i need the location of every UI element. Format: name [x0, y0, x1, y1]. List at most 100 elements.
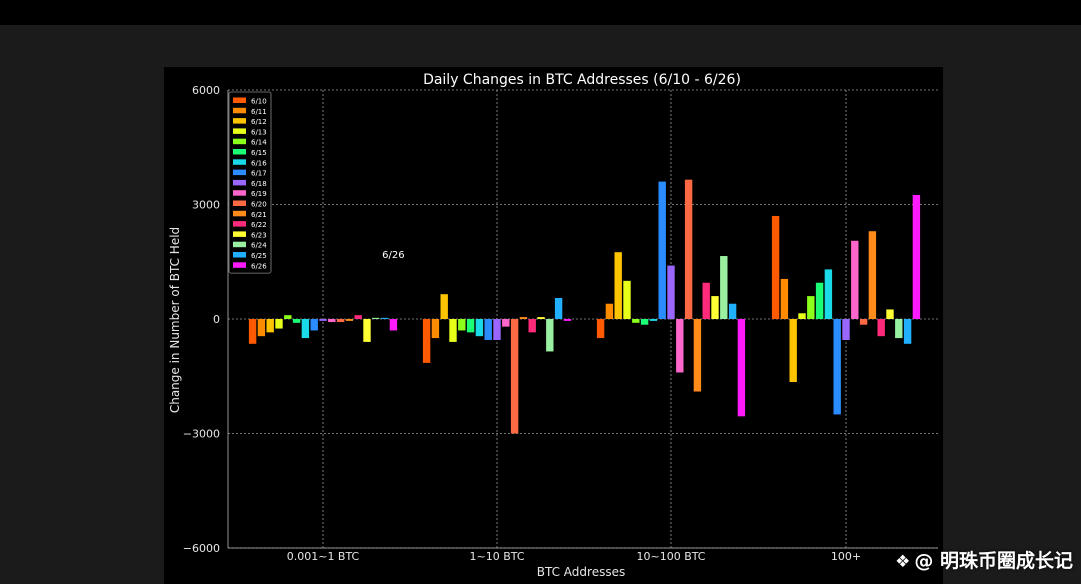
legend-swatch [233, 118, 246, 124]
watermark-text: @ 明珠币圈成长记 [914, 550, 1073, 572]
legend-swatch [233, 97, 246, 103]
bar-6-10-cat1 [422, 319, 431, 363]
bar-6-12-cat0 [266, 319, 274, 333]
legend-swatch [233, 231, 246, 237]
bar-6-14-cat0 [284, 315, 292, 319]
x-tick-label: 0.001~1 BTC [287, 550, 360, 563]
bar-6-25-cat2 [728, 303, 737, 319]
legend-label: 6/25 [251, 252, 267, 260]
bar-6-26-cat2 [737, 319, 746, 417]
bar-6-24-cat2 [720, 256, 728, 319]
legend-label: 6/10 [251, 98, 267, 106]
legend-label: 6/14 [251, 139, 267, 147]
bar-6-15-cat3 [815, 282, 824, 319]
x-tick-label: 10~100 BTC [636, 550, 705, 563]
bar-6-21-cat1 [519, 317, 528, 319]
legend-label: 6/20 [251, 201, 267, 209]
legend-label: 6/15 [251, 149, 267, 157]
bar-6-11-cat1 [431, 319, 440, 339]
bar-6-12-cat3 [789, 319, 797, 382]
bar-6-13-cat3 [798, 313, 806, 319]
bar-6-19-cat2 [676, 319, 684, 373]
bar-6-26-cat3 [912, 194, 921, 319]
bar-6-17-cat0 [310, 319, 318, 331]
legend-label: 6/23 [251, 231, 267, 239]
legend-swatch [233, 252, 246, 258]
bar-6-12-cat2 [614, 252, 622, 319]
bar-6-10-cat2 [596, 319, 605, 339]
bar-6-10-cat3 [771, 215, 780, 319]
bar-6-11-cat2 [605, 303, 614, 319]
bar-6-23-cat2 [711, 296, 719, 319]
x-tick-label: 100+ [831, 550, 861, 563]
bar-6-15-cat1 [466, 319, 475, 333]
legend-label: 6/21 [251, 211, 267, 219]
bar-6-13-cat1 [449, 319, 457, 342]
bar-6-17-cat3 [833, 319, 841, 415]
bar-6-14-cat1 [458, 319, 466, 331]
bars [248, 179, 921, 434]
legend-swatch [233, 149, 246, 155]
bar-6-21-cat3 [868, 231, 877, 319]
bar-6-26-cat0 [389, 319, 398, 331]
bar-6-19-cat3 [851, 240, 859, 319]
legend-swatch [233, 179, 246, 186]
x-axis-label: BTC Addresses [537, 565, 625, 579]
bar-6-26-cat1 [563, 319, 572, 321]
legend-label: 6/17 [251, 170, 267, 178]
bar-6-24-cat1 [546, 319, 554, 352]
legend-label: 6/22 [251, 221, 267, 229]
watermark: ❖ @ 明珠币圈成长记 [895, 546, 1073, 573]
legend-swatch [233, 190, 246, 196]
bar-6-19-cat0 [328, 319, 336, 323]
bar-6-18-cat3 [842, 319, 850, 340]
bar-6-11-cat3 [780, 278, 789, 319]
bar-6-25-cat1 [554, 298, 563, 319]
legend-label: 6/16 [251, 159, 267, 167]
bar-6-23-cat1 [537, 317, 545, 319]
bar-6-16-cat2 [649, 319, 658, 321]
bar-6-15-cat2 [640, 319, 649, 325]
legend-label: 6/18 [251, 180, 267, 188]
bar-6-25-cat3 [903, 319, 912, 344]
bar-6-22-cat2 [702, 282, 710, 319]
bar-6-10-cat0 [248, 319, 257, 344]
bar-6-21-cat0 [345, 319, 354, 321]
bar-6-12-cat1 [440, 294, 448, 319]
legend-label: 6/11 [251, 108, 267, 116]
y-tick-label: 3000 [192, 199, 220, 212]
bar-6-25-cat0 [380, 317, 389, 319]
bar-6-14-cat3 [807, 296, 815, 319]
top-bar [0, 0, 1081, 25]
legend-swatch [233, 241, 246, 248]
legend-label: 6/26 [251, 262, 267, 270]
y-tick-label: −6000 [183, 542, 220, 555]
bar-6-16-cat0 [301, 319, 310, 339]
legend-swatch [233, 159, 246, 165]
bar-6-13-cat0 [275, 319, 283, 329]
legend-swatch [233, 200, 246, 206]
bar-6-23-cat0 [363, 319, 371, 342]
legend: 6/10 6/11 6/12 6/13 6/14 6/15 6/16 6/17 6/18 6/19… [228, 91, 272, 274]
bar-6-21-cat2 [693, 319, 702, 392]
x-tick-label: 1~10 BTC [469, 550, 524, 563]
bar-6-17-cat1 [484, 319, 492, 340]
legend-label: 6/24 [251, 242, 267, 250]
bar-6-17-cat2 [658, 181, 666, 319]
binance-diamond-icon: ❖ [895, 552, 911, 572]
legend-swatch [233, 210, 246, 217]
bar-6-20-cat3 [859, 319, 868, 325]
bar-6-20-cat0 [336, 319, 345, 323]
annotation-label: 6/26 [382, 250, 404, 261]
bar-6-18-cat1 [493, 319, 501, 340]
legend-swatch [233, 138, 246, 145]
bar-6-23-cat3 [886, 309, 894, 319]
bar-6-20-cat2 [684, 179, 693, 319]
y-axis-label: Change in Number of BTC Held [168, 227, 182, 413]
bar-6-19-cat1 [502, 319, 510, 327]
bar-6-24-cat3 [895, 319, 903, 339]
bar-6-22-cat0 [354, 315, 362, 319]
bar-6-18-cat2 [667, 265, 675, 319]
y-tick-label: 6000 [192, 84, 220, 97]
